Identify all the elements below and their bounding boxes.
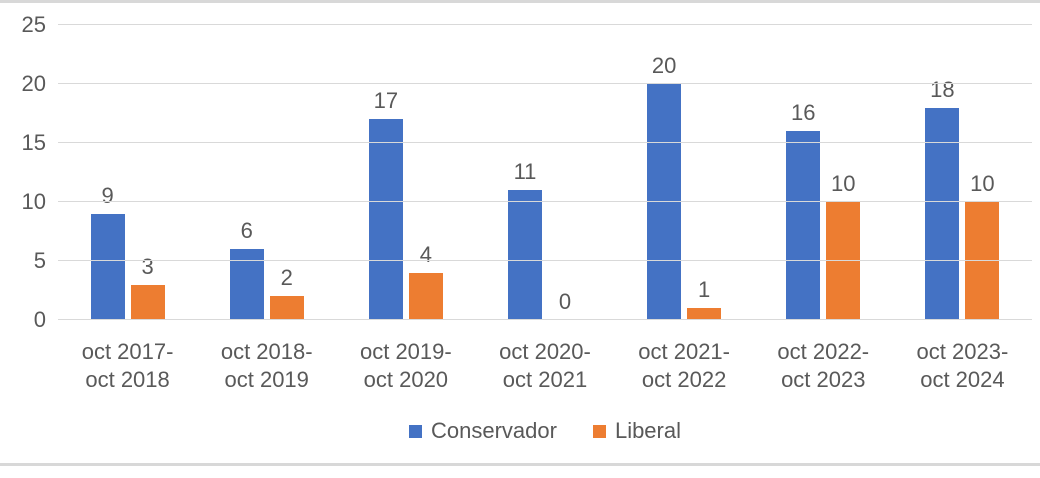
bar-group: 11 0 [475,25,614,320]
bar-conservador [507,190,542,320]
data-label: 1 [698,277,711,303]
y-axis-tick-label: 10 [21,189,46,214]
y-axis-tick-label: 15 [21,130,46,155]
data-label: 2 [280,265,293,291]
x-axis-line [58,319,1032,320]
data-label: 3 [141,253,154,279]
data-label: 11 [513,159,537,185]
data-label: 6 [240,218,253,244]
bar-column-liberal: 2 [269,25,304,320]
data-label: 9 [101,182,114,208]
data-label: 10 [831,171,856,196]
data-label: 16 [791,100,816,126]
bar-column-liberal: 10 [965,25,1000,320]
bars-row: 9 3 6 2 17 4 11 0 20 1 16 10 18 10 [58,25,1032,320]
bar-conservador [368,119,403,320]
legend-marker-icon [592,424,606,438]
bar-conservador [925,107,960,320]
bar-liberal [269,296,304,320]
bar-liberal [687,308,722,320]
bar-liberal [826,202,861,320]
y-axis-tick-label: 25 [21,12,46,37]
x-axis-tick-label: oct 2018- oct 2019 [220,339,313,392]
bar-group: 16 10 [754,25,893,320]
x-axis-tick-label: oct 2023- oct 2024 [916,339,1009,392]
gridline [58,201,1032,202]
bar-conservador [647,84,682,320]
bar-column-liberal: 4 [408,25,443,320]
bar-liberal [130,284,165,320]
bar-conservador [786,131,821,320]
chart-top-border [0,0,1040,3]
x-axis-tick-label: oct 2020- oct 2021 [499,339,591,392]
x-axis-tick-label: oct 2017- oct 2018 [81,339,174,392]
chart-bottom-border [0,463,1040,466]
bar-group: 18 10 [893,25,1032,320]
x-axis-tick-label: oct 2021- oct 2022 [638,339,730,392]
data-label: 4 [419,241,432,267]
legend-marker-icon [409,424,422,438]
bar-column-liberal: 0 [548,25,582,320]
bar-column-conservador: 18 [925,25,960,320]
bar-conservador [90,213,125,320]
bar-column-liberal: 1 [687,25,722,320]
bar-column-liberal: 3 [130,25,165,320]
gridline [58,83,1032,84]
legend-item-conservador: Conservador [409,418,557,444]
bar-group: 20 1 [615,25,754,320]
x-axis-tick-label: oct 2022- oct 2023 [777,339,870,392]
data-label: 0 [558,289,572,314]
x-axis: oct 2017- oct 2018 oct 2018- oct 2019 oct 20… [58,338,1032,394]
legend-item-liberal: Liberal [592,418,681,444]
bar-column-conservador: 16 [786,25,821,320]
y-axis-tick-label: 20 [21,71,46,96]
data-label: 10 [970,171,995,196]
legend-label: Liberal [614,418,681,443]
x-axis-tick-label: oct 2019- oct 2020 [359,339,452,392]
bar-column-conservador: 11 [507,25,542,320]
bar-liberal [965,202,1000,320]
bar-group: 17 4 [336,25,475,320]
bar-liberal [408,272,443,320]
bar-column-liberal: 10 [826,25,861,320]
gridline [58,260,1032,261]
gridline [58,24,1032,25]
data-label: 17 [373,88,399,114]
bar-column-conservador: 9 [90,25,125,320]
y-axis-tick-label: 5 [33,248,46,273]
bar-conservador [229,249,264,320]
legend-label: Conservador [431,418,557,443]
y-axis-tick-label: 0 [33,307,46,332]
bar-column-conservador: 17 [368,25,403,320]
bar-column-conservador: 20 [647,25,682,320]
gridline [58,142,1032,143]
data-label: 18 [930,76,955,102]
y-axis: 0 5 10 15 20 25 [0,12,46,332]
legend: Conservador Liberal [58,418,1032,444]
plot-area: 9 3 6 2 17 4 11 0 20 1 16 10 18 10 [58,24,1032,320]
data-label: 20 [651,53,677,78]
bar-column-conservador: 6 [229,25,264,320]
